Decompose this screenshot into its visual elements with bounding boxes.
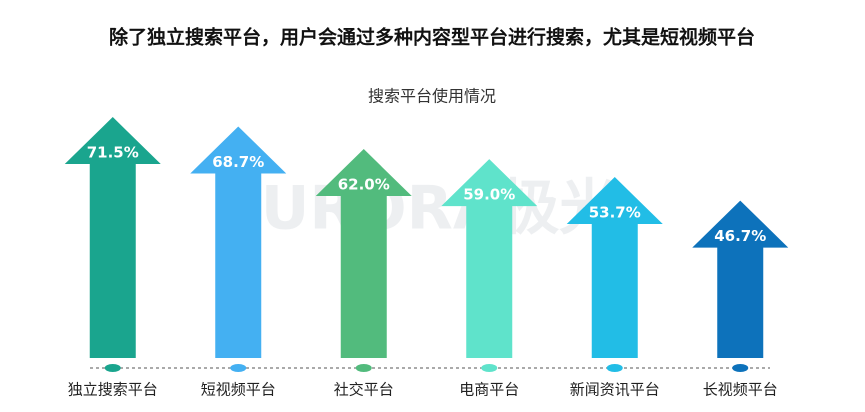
baseline-dot (355, 364, 372, 372)
x-tick-label: 社交平台 (334, 381, 394, 399)
value-label: 46.7% (714, 227, 766, 245)
arrow-bar (315, 149, 412, 358)
x-tick-label: 长视频平台 (703, 381, 778, 399)
arrow-bar (190, 126, 287, 358)
baseline-dot (104, 364, 121, 372)
arrow-bar (692, 200, 789, 358)
value-label: 53.7% (589, 204, 641, 222)
arrow-bar (64, 117, 161, 358)
value-label: 71.5% (87, 144, 139, 162)
x-tick-label: 新闻资讯平台 (570, 381, 660, 399)
arrow-bar (441, 159, 538, 358)
baseline-dot (230, 364, 247, 372)
baseline-dot (732, 364, 749, 372)
baseline-dot (606, 364, 623, 372)
value-label: 62.0% (338, 176, 390, 194)
chart-subtitle: 搜索平台使用情况 (368, 87, 496, 106)
x-tick-label: 独立搜索平台 (68, 381, 158, 399)
watermark: URORA极光 (261, 174, 620, 244)
arrow-bar (566, 177, 663, 358)
value-label: 68.7% (212, 153, 264, 171)
x-tick-label: 短视频平台 (201, 381, 276, 399)
baseline-dot (481, 364, 498, 372)
x-tick-label: 电商平台 (459, 381, 519, 399)
chart-title: 除了独立搜索平台，用户会通过多种内容型平台进行搜索，尤其是短视频平台 (109, 26, 755, 49)
value-label: 59.0% (463, 186, 515, 204)
